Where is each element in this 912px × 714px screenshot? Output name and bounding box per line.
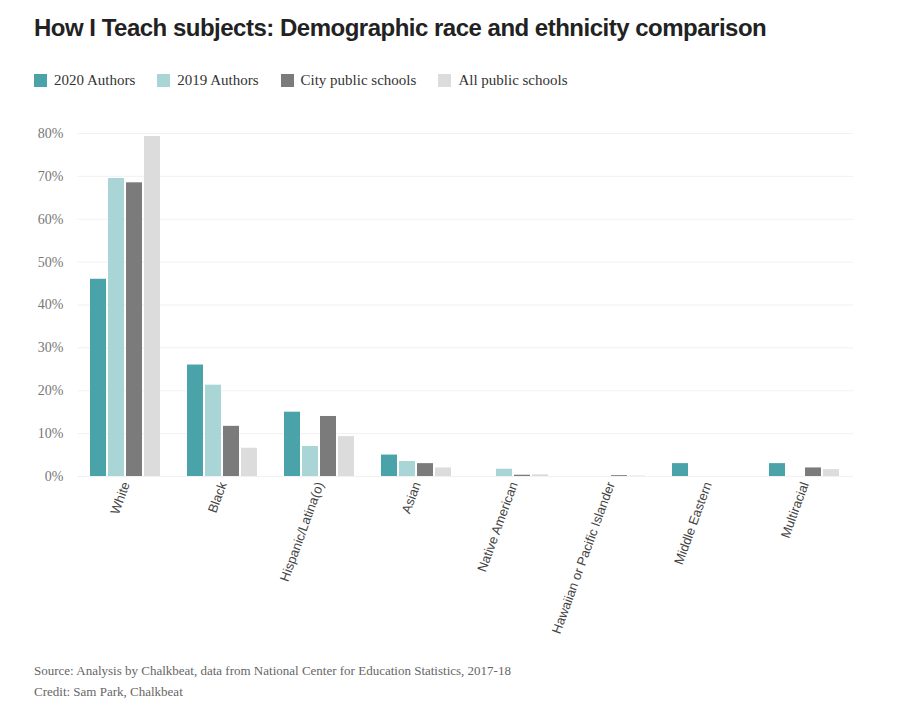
svg-text:Asian: Asian [399,480,424,516]
svg-text:Black: Black [205,479,230,514]
html-text:Credit: Sam Park, Chalkbeat: Credit: Sam Park, Chalkbeat [34,684,183,699]
svg-text:0%: 0% [45,469,64,484]
svg-text:10%: 10% [38,426,64,441]
svg-text:Native American: Native American [474,480,520,574]
svg-text:Middle Eastern: Middle Eastern [671,480,715,567]
html-text:City public schools: City public schools [300,72,417,88]
svg-text:60%: 60% [38,212,64,227]
svg-text:White: White [107,480,132,516]
html-text:All public schools: All public schools [458,72,568,88]
svg-text:Hispanic/Latina(o): Hispanic/Latina(o) [277,480,327,584]
svg-text:50%: 50% [38,255,64,270]
html-text:2019 Authors: 2019 Authors [177,72,259,88]
svg-text:70%: 70% [38,169,64,184]
svg-text:20%: 20% [38,383,64,398]
svg-text:80%: 80% [38,126,64,141]
html-text:Source: Analysis by Chalkbeat,: Source: Analysis by Chalkbeat, data from… [34,663,511,678]
svg-text:40%: 40% [38,297,64,312]
svg-text:30%: 30% [38,340,64,355]
html-text:2020 Authors: 2020 Authors [54,72,136,88]
html-text:How I Teach subjects: Demograp: How I Teach subjects: Demographic race a… [34,14,767,41]
svg-text:Multiracial: Multiracial [778,480,812,540]
svg-text:Hawaiian or Pacific Islander: Hawaiian or Pacific Islander [549,479,618,635]
